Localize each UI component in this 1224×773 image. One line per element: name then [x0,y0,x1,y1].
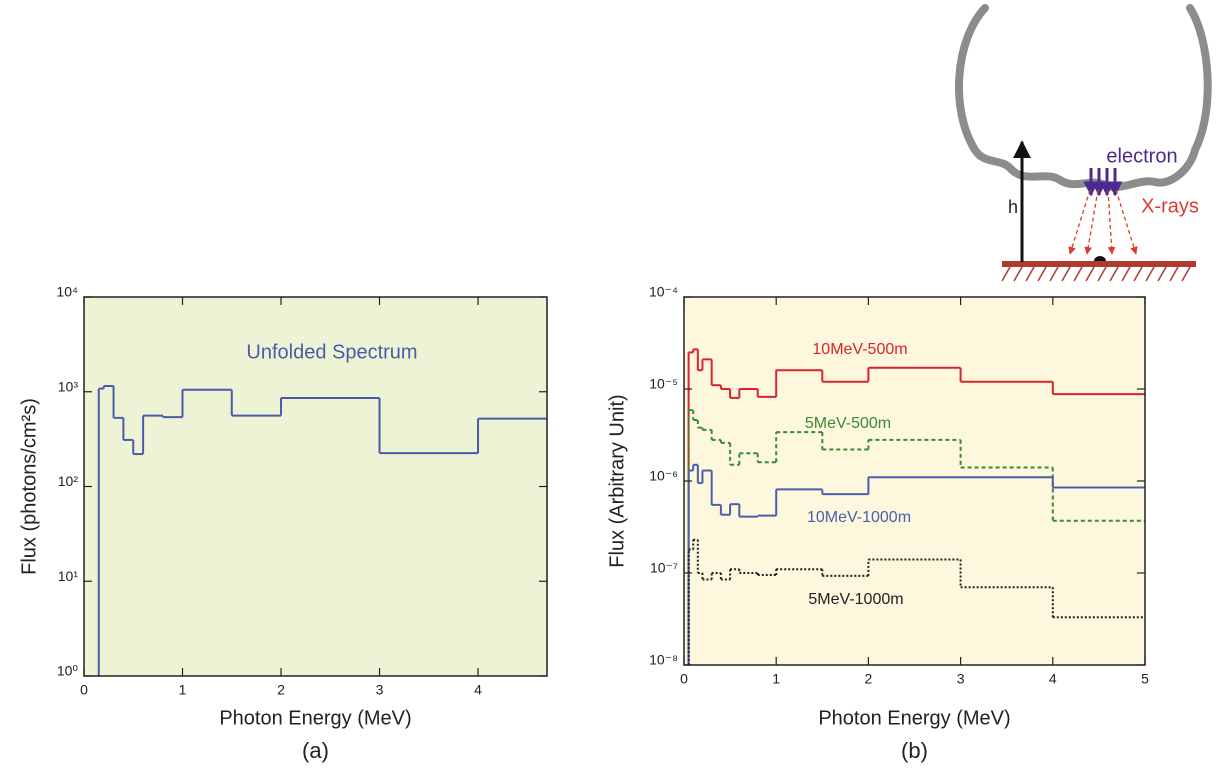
plot-area [684,297,1145,665]
panel-caption: (b) [901,738,928,763]
x-tick-label: 3 [957,671,965,687]
series-label: 10MeV-500m [812,341,907,358]
cloud [955,4,1212,191]
x-tick-label: 0 [680,671,688,687]
chart: Unfolded Spectrum 0 1 2 3 4 10⁰ 10¹ 10² 10³ 10⁴ Pho… [18,284,548,763]
marks: 10MeV-500m 5MeV-500m 10MeV-1000m 5MeV-1000m [687,341,1145,665]
detector [1094,256,1106,261]
ground-hatch [1001,266,1191,282]
y-tick-label: 10² [58,473,79,489]
height-label: h [1008,197,1018,217]
y-tick-label: 10⁴ [56,284,78,300]
x-tick-label: 5 [1141,671,1149,687]
x-tick-label: 3 [376,682,384,698]
series-label: Unfolded Spectrum [246,341,417,363]
x-tick-label: 1 [179,682,187,698]
y-tick-label: 10⁻⁴ [649,284,678,300]
panel-caption: (a) [302,738,329,763]
y-tick-label: 10⁻⁵ [649,376,678,392]
series-label: 5MeV-1000m [808,591,903,608]
y-tick-label: 10⁻⁶ [649,468,678,484]
x-axis-label: Photon Energy (MeV) [219,707,411,729]
diagram: electron X-rays h [955,4,1212,282]
y-tick-label: 10⁻⁷ [650,560,678,576]
x-tick-label: 4 [474,682,482,698]
y-axis-label: Flux (Arbitrary Unit) [606,394,628,567]
electron-label: electron [1106,145,1177,167]
y-tick-label: 10¹ [58,568,79,584]
x-tick-label: 4 [1049,671,1057,687]
y-tick-label: 10⁰ [57,663,79,679]
marks: Unfolded Spectrum [97,341,547,676]
x-tick-label: 1 [772,671,780,687]
chart: 10MeV-500m 5MeV-500m 10MeV-1000m 5MeV-1000m… [606,284,1149,763]
y-tick-label: 10⁻⁸ [649,652,678,668]
x-tick-label: 2 [865,671,873,687]
electron-arrows [1083,168,1123,197]
y-axis-label: Flux (photons/cm²s) [18,398,40,575]
xrays-label: X-rays [1141,195,1199,217]
x-tick-label: 0 [80,682,88,698]
y-tick-label: 10³ [58,378,79,394]
series-label: 10MeV-1000m [807,509,911,526]
plot-area [84,297,547,676]
x-tick-label: 2 [277,682,285,698]
series-label: 5MeV-500m [805,415,891,432]
x-axis-label: Photon Energy (MeV) [818,707,1010,729]
xray-arrows [1068,189,1138,255]
